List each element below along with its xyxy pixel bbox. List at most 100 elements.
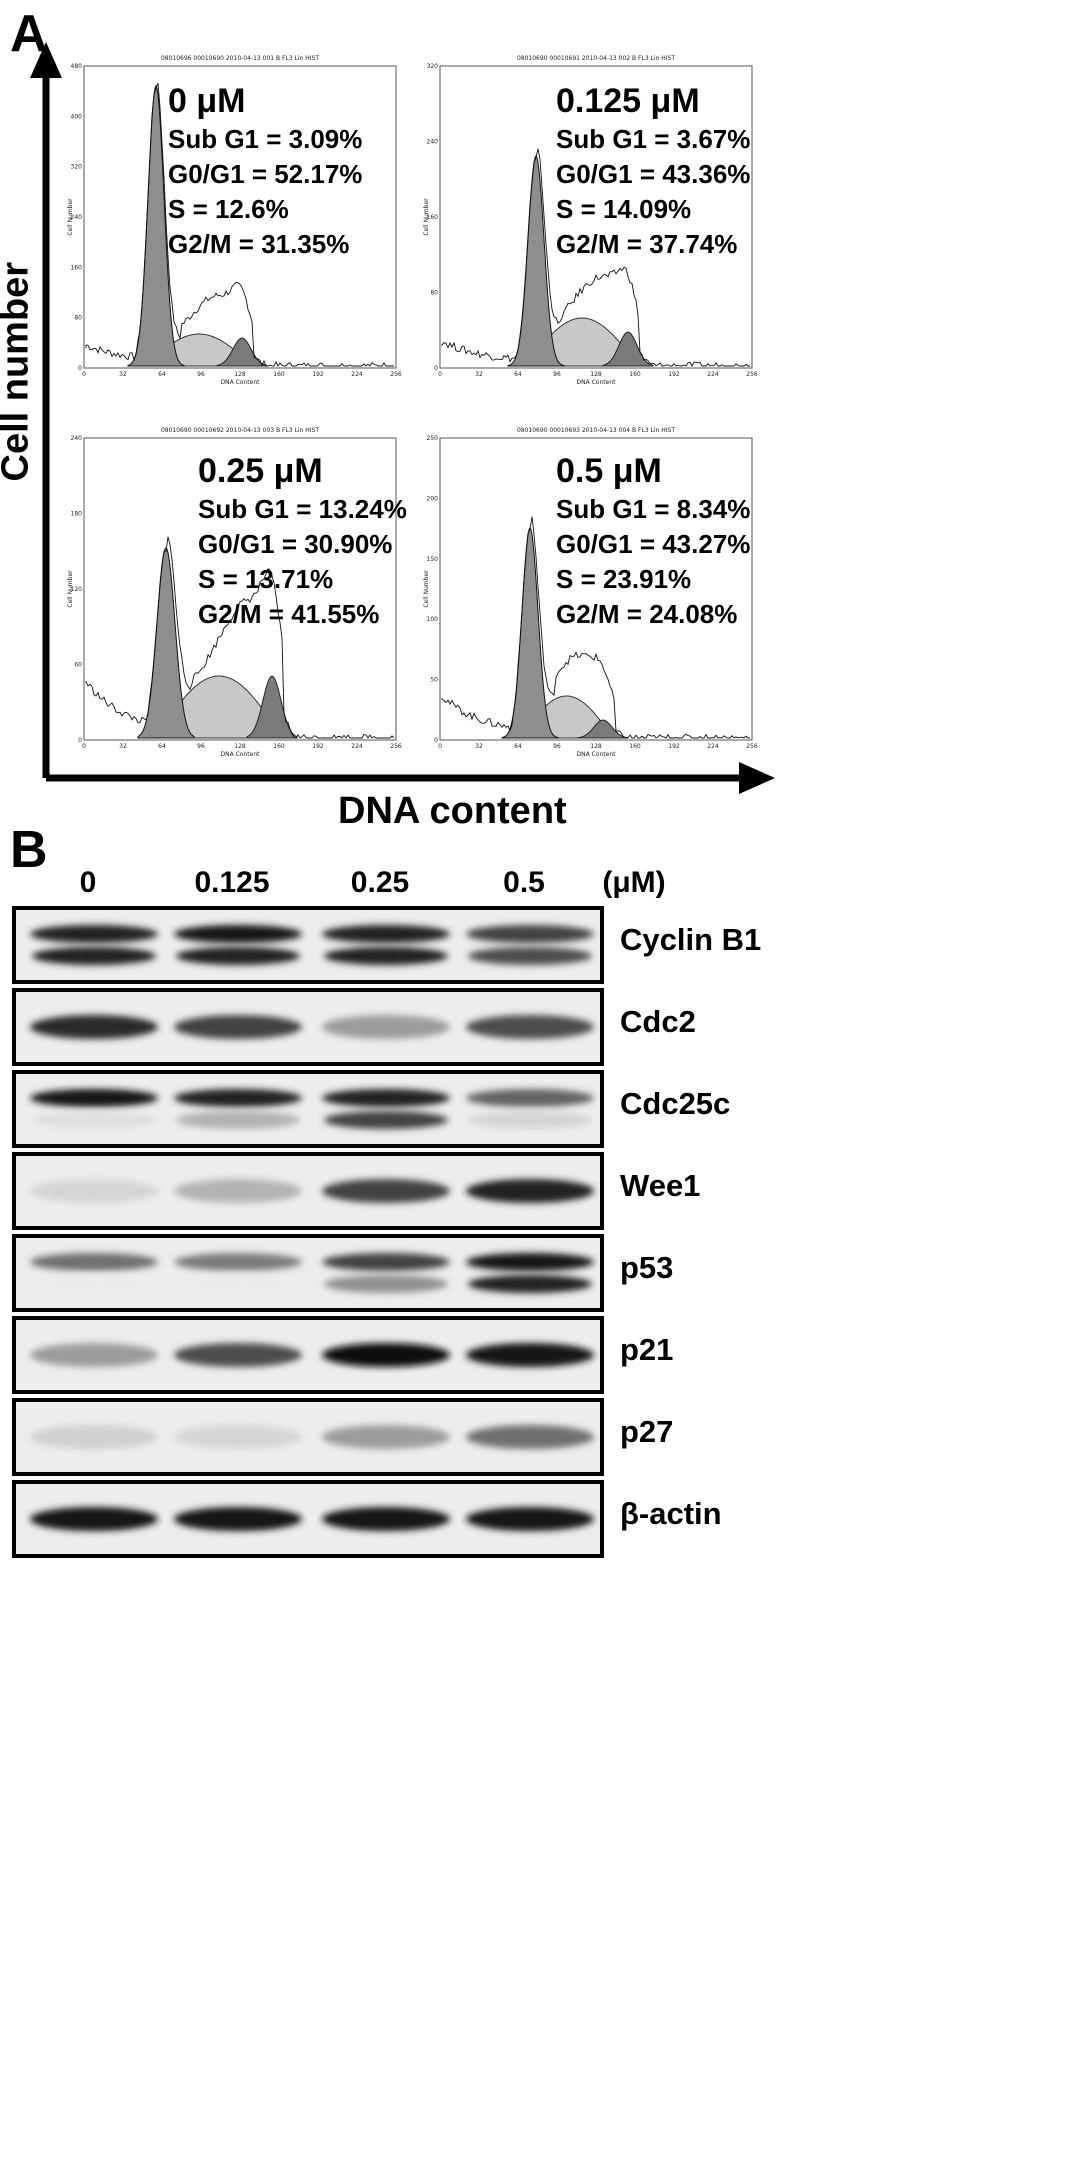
- plot-y-tick: 0: [78, 365, 82, 372]
- plot-x-tick: 128: [590, 371, 602, 378]
- plot-header: 08010696 00010690 2010-04-13 001 B FL3 L…: [161, 55, 319, 62]
- blot-bands: [16, 910, 600, 980]
- plot-x-tick: 64: [158, 743, 166, 750]
- blot-bands: [16, 1156, 600, 1226]
- blot-cdc2: [12, 988, 604, 1066]
- panel-a-letter: A: [10, 5, 48, 63]
- plot-y-tick: 250: [427, 435, 439, 442]
- g2-m-value: G2/M = 41.55%: [198, 599, 380, 629]
- g2-m-value: G2/M = 24.08%: [556, 599, 738, 629]
- band: [30, 1425, 158, 1449]
- blot-cdc25c: [12, 1070, 604, 1148]
- band-lower: [32, 1275, 156, 1293]
- sub-g1-value: Sub G1 = 13.24%: [198, 494, 407, 524]
- blot-label-p27: p27: [620, 1414, 674, 1449]
- x-axis-title: DNA content: [338, 790, 567, 832]
- concentration-label: 0 μM: [168, 82, 246, 120]
- s-phase-value: S = 23.91%: [556, 564, 692, 594]
- plot-y-tick: 240: [71, 435, 83, 442]
- blot-label-wee1: Wee1: [620, 1168, 701, 1203]
- blot-bands: [16, 1074, 600, 1144]
- blot-wee1: [12, 1152, 604, 1230]
- plot-x-tick: 128: [234, 371, 246, 378]
- s-phase-value: S = 12.6%: [168, 194, 289, 224]
- histogram-plot: 08010690 00010691 2010-04-13 002 B FL3 L…: [423, 55, 758, 386]
- g0-g1-value: G0/G1 = 43.27%: [556, 529, 751, 559]
- g2-m-value: G2/M = 37.74%: [556, 229, 738, 259]
- plot-y-tick: 320: [427, 63, 439, 70]
- blot-bands: [16, 1484, 600, 1554]
- plot-x-tick: 96: [553, 371, 561, 378]
- band: [466, 1507, 594, 1531]
- plot-y-tick: 120: [71, 586, 83, 593]
- plot-y-tick: 80: [430, 290, 438, 297]
- band-lower: [468, 1275, 592, 1293]
- g2-m-peak: [216, 337, 268, 367]
- plot-x-tick: 64: [514, 743, 522, 750]
- blot-label-p53: p53: [620, 1250, 674, 1285]
- plot-x-tick: 64: [514, 371, 522, 378]
- plot-y-label: Cell Number: [67, 198, 74, 236]
- plot-x-label: DNA Content: [577, 379, 617, 386]
- band: [322, 1343, 450, 1367]
- band: [466, 1343, 594, 1367]
- blot-label-cyclin-b1: Cyclin B1: [620, 922, 762, 957]
- plot-y-tick: 0: [434, 365, 438, 372]
- histogram-0uM: 08010696 00010690 2010-04-13 001 B FL3 L…: [62, 46, 402, 386]
- band: [174, 1015, 302, 1039]
- histogram-025uM: 08010690 00010692 2010-04-13 003 B FL3 L…: [62, 418, 407, 758]
- s-phase-value: S = 13.71%: [198, 564, 334, 594]
- band-lower: [32, 947, 156, 965]
- plot-x-tick: 0: [82, 743, 86, 750]
- band-lower: [324, 1111, 448, 1129]
- dose-label-0125: 0.125: [194, 866, 270, 899]
- panel-b-letter: B: [10, 821, 48, 879]
- plot-x-tick: 224: [707, 371, 719, 378]
- plot-x-tick: 64: [158, 371, 166, 378]
- g2-m-peak: [602, 331, 654, 367]
- plot-x-tick: 224: [351, 371, 363, 378]
- plot-x-tick: 0: [82, 371, 86, 378]
- plot-header: 08010690 00010692 2010-04-13 003 B FL3 L…: [161, 427, 319, 434]
- band-lower: [468, 947, 592, 965]
- band: [322, 1089, 450, 1107]
- sub-g1-value: Sub G1 = 8.34%: [556, 494, 751, 524]
- g0-g1-value: G0/G1 = 43.36%: [556, 159, 751, 189]
- band: [30, 1253, 158, 1271]
- plot-x-tick: 160: [273, 743, 285, 750]
- plot-x-tick: 256: [390, 743, 402, 750]
- dose-label-025: 0.25: [350, 866, 410, 899]
- band: [174, 1343, 302, 1367]
- plot-y-tick: 0: [434, 737, 438, 744]
- blot-beta-actin: [12, 1480, 604, 1558]
- band: [322, 1179, 450, 1203]
- band: [174, 1179, 302, 1203]
- plot-x-label: DNA Content: [577, 751, 617, 758]
- plot-y-label: Cell Number: [67, 570, 74, 608]
- g2-m-value: G2/M = 31.35%: [168, 229, 350, 259]
- plot-x-tick: 128: [234, 743, 246, 750]
- band: [30, 1179, 158, 1203]
- plot-x-label: DNA Content: [221, 751, 261, 758]
- y-axis-title: Cell number: [0, 261, 37, 482]
- plot-x-tick: 160: [273, 371, 285, 378]
- plot-y-tick: 200: [427, 495, 439, 502]
- band: [322, 1015, 450, 1039]
- dose-label-05: 0.5: [503, 866, 545, 899]
- plot-y-tick: 80: [74, 315, 82, 322]
- plot-x-tick: 32: [475, 743, 483, 750]
- histogram-0125uM: 08010690 00010691 2010-04-13 002 B FL3 L…: [418, 46, 758, 386]
- band: [322, 1425, 450, 1449]
- band: [466, 1179, 594, 1203]
- plot-y-tick: 240: [427, 139, 439, 146]
- plot-y-label: Cell Number: [423, 198, 430, 236]
- band-lower: [176, 1275, 300, 1293]
- band: [466, 1015, 594, 1039]
- plot-x-tick: 224: [707, 743, 719, 750]
- blot-bands: [16, 1320, 600, 1390]
- g0-g1-peak: [501, 527, 559, 739]
- plot-y-tick: 320: [71, 164, 83, 171]
- band: [174, 1425, 302, 1449]
- band: [174, 1089, 302, 1107]
- plot-y-tick: 50: [430, 677, 438, 684]
